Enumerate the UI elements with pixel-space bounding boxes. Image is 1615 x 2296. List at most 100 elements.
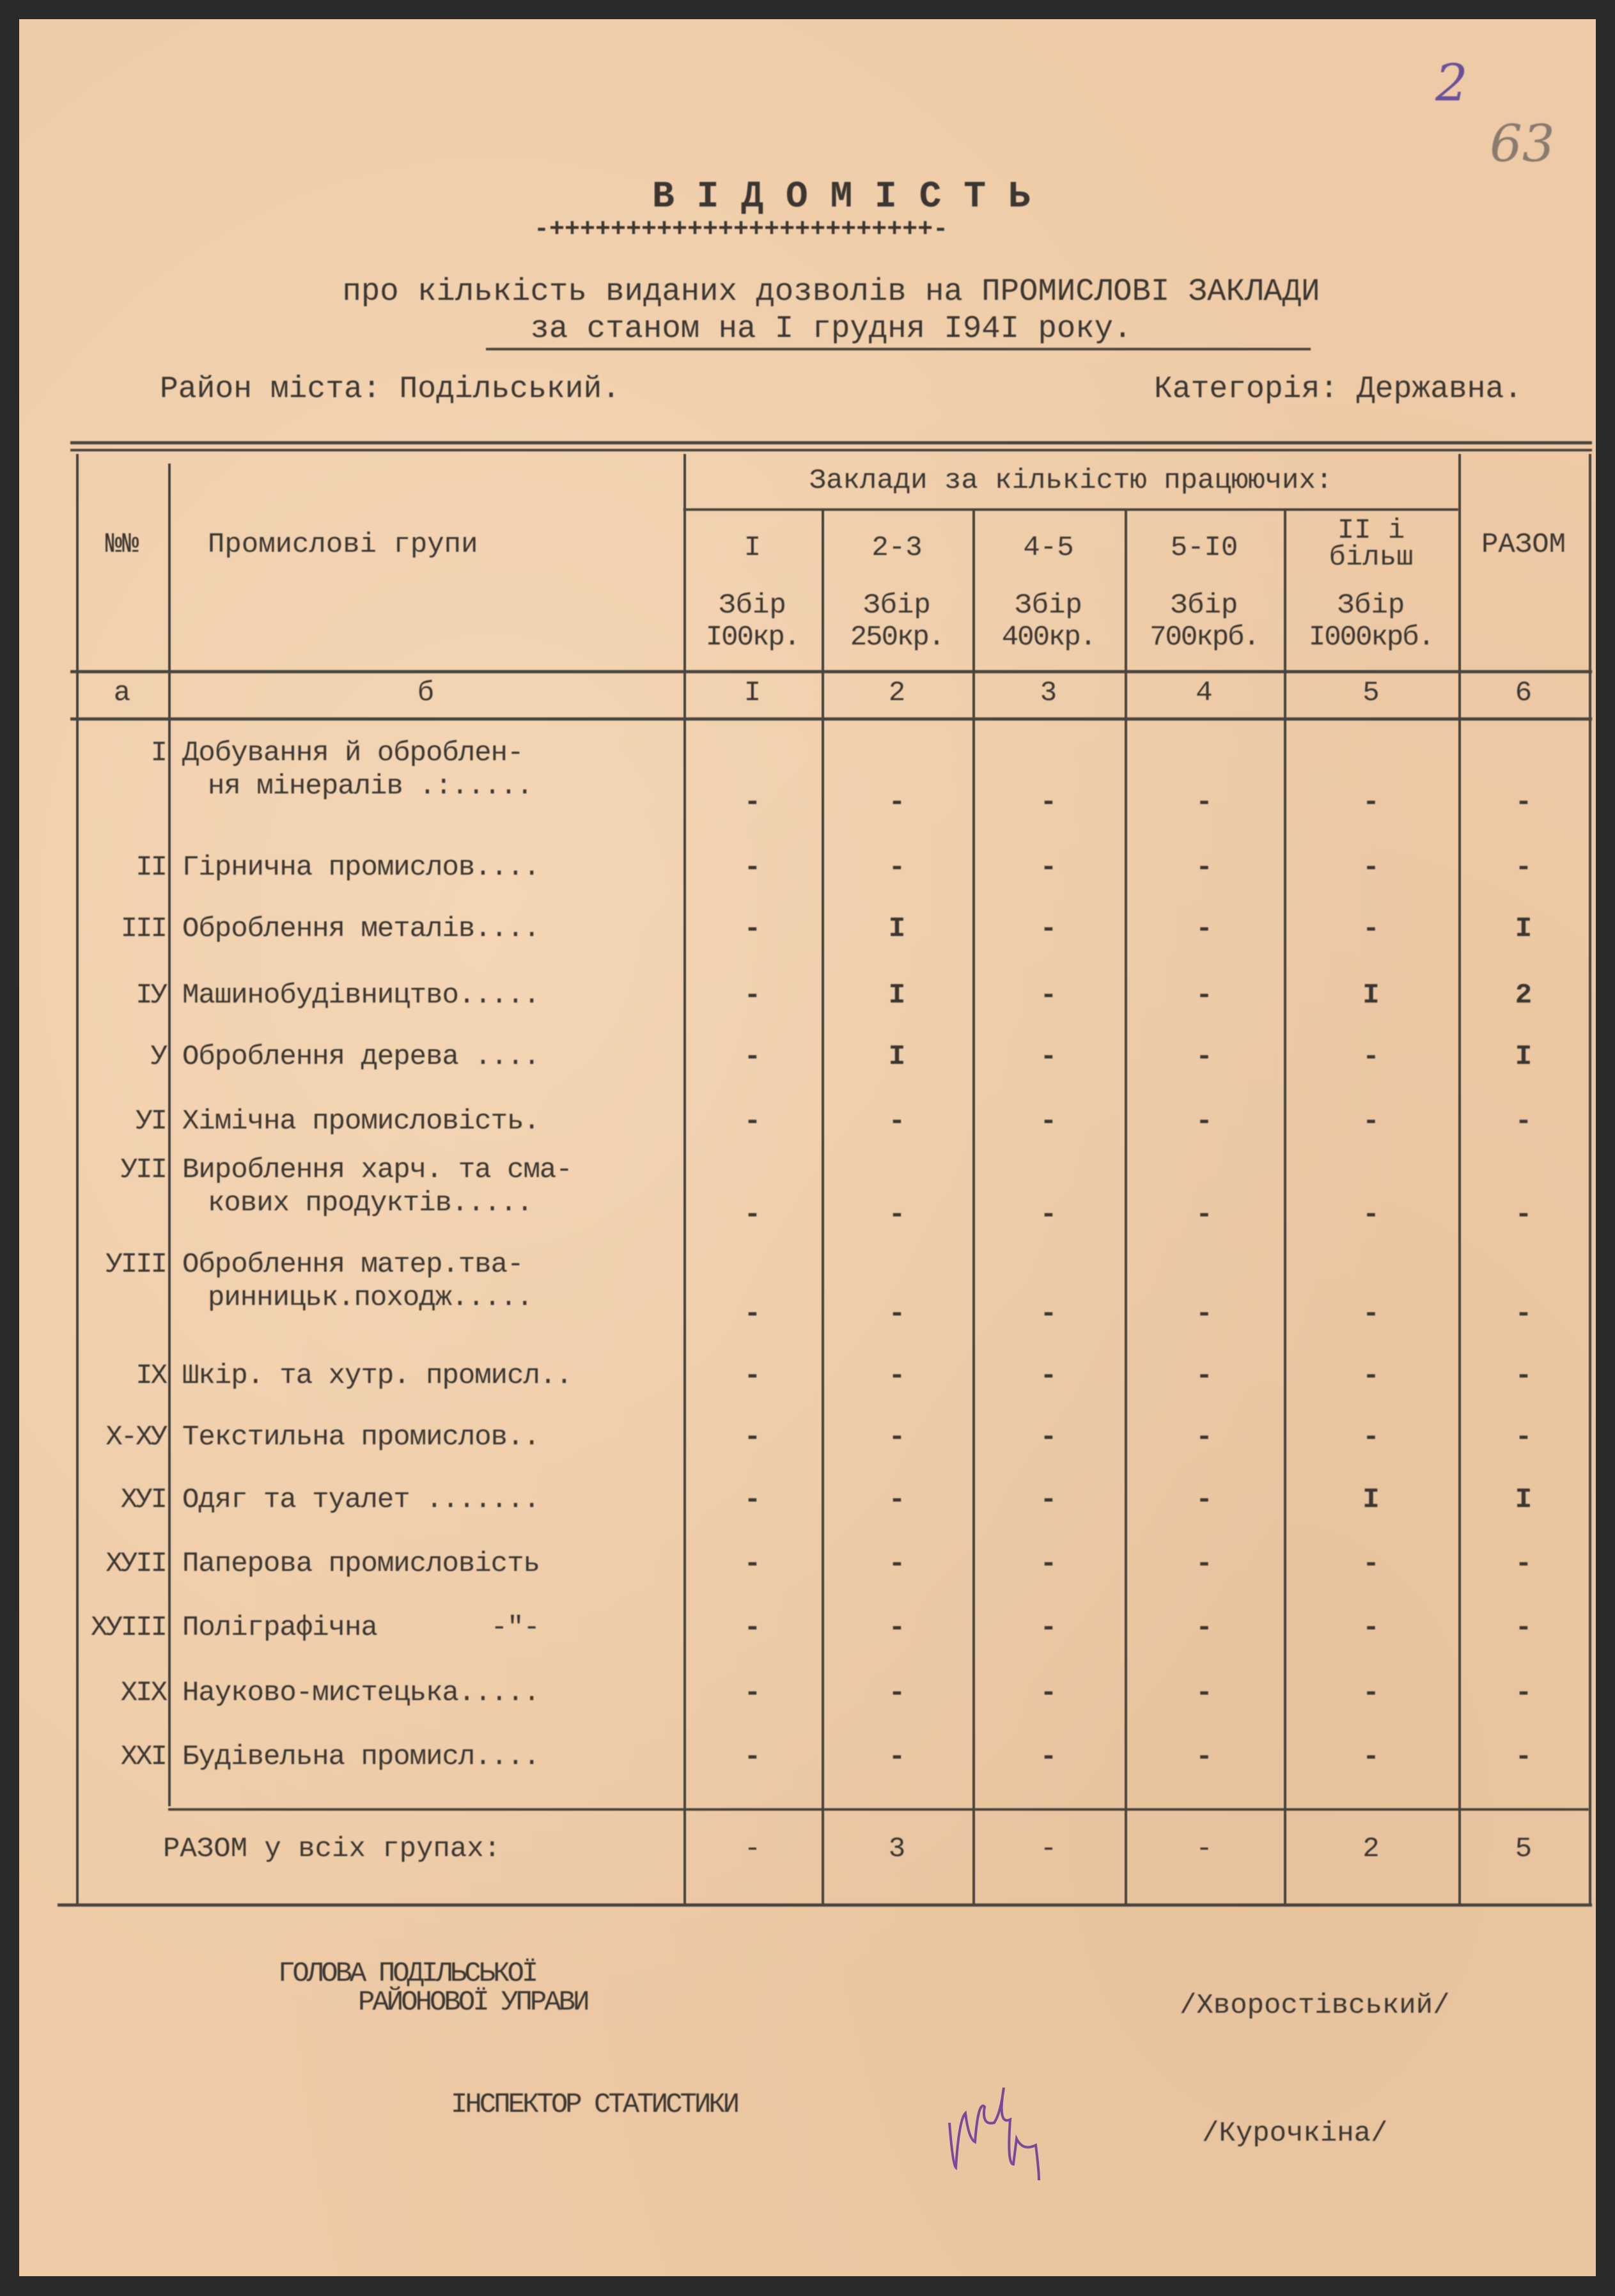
column-divider xyxy=(822,510,824,1905)
row-value: - xyxy=(1362,852,1380,884)
head-title-line1: ГОЛОВА ПОДІЛЬСЬКОЇ xyxy=(278,1958,538,1990)
row-value: - xyxy=(1515,1548,1533,1580)
column-divider xyxy=(1125,510,1127,1905)
row-value: - xyxy=(1040,1041,1057,1073)
header-col-fee: 400кр. xyxy=(1001,621,1096,653)
row-group-name: кових продуктів..... xyxy=(208,1187,533,1219)
row-value: - xyxy=(744,852,761,884)
header-col-range: ІІ і більш xyxy=(1329,515,1414,574)
row-value: - xyxy=(1515,1105,1533,1137)
row-value: - xyxy=(1196,1741,1213,1773)
header-col-fee: 250кр. xyxy=(850,621,945,653)
index-cell: 5 xyxy=(1362,677,1380,709)
row-value: - xyxy=(1196,852,1213,884)
row-value: - xyxy=(1040,1677,1057,1709)
row-value: І xyxy=(888,913,906,945)
row-value: - xyxy=(1515,852,1533,884)
inspector-name: /Курочкіна/ xyxy=(1202,2118,1388,2150)
row-value: - xyxy=(888,786,906,818)
row-group-name: Поліграфічна -"- xyxy=(182,1612,540,1644)
row-number: Х-ХУ xyxy=(105,1421,168,1453)
head-title-line2: РАЙОНОВОЇ УПРАВИ xyxy=(358,1987,589,2019)
row-number: ХУІ xyxy=(120,1484,168,1516)
header-num: №№ xyxy=(105,529,139,561)
row-number: ХІХ xyxy=(120,1677,168,1709)
row-group-name: Паперова промисловість xyxy=(182,1548,540,1580)
row-value: - xyxy=(888,1677,906,1709)
row-value: - xyxy=(1362,913,1380,945)
row-value: - xyxy=(1196,1548,1213,1580)
row-value: - xyxy=(744,1548,761,1580)
row-value: - xyxy=(1362,786,1380,818)
header-col-fee: Збір xyxy=(719,590,786,621)
row-group-name: ня мінералів .:..... xyxy=(208,770,533,802)
row-number: ІІІ xyxy=(120,913,168,945)
row-value: - xyxy=(1196,1421,1213,1453)
row-value: - xyxy=(888,1548,906,1580)
total-row-value: - xyxy=(744,1833,761,1865)
row-value: - xyxy=(1196,1041,1213,1073)
index-cell: І xyxy=(744,677,761,709)
column-divider xyxy=(972,510,975,1905)
row-group-name: Будівельна промисл.... xyxy=(182,1741,540,1773)
row-value: - xyxy=(1040,1360,1057,1392)
total-row-value: - xyxy=(1040,1833,1057,1865)
header-col-fee: Збір xyxy=(863,590,931,621)
row-value: - xyxy=(744,1105,761,1137)
index-cell: 4 xyxy=(1196,677,1213,709)
row-value: І xyxy=(1515,1484,1533,1516)
row-value: - xyxy=(1515,1298,1533,1330)
header-col-range: 2-3 xyxy=(871,532,923,564)
row-group-name: Добування й оброблен- xyxy=(182,737,524,769)
district-label: Район міста: Подільський. xyxy=(160,372,621,407)
row-number: У xyxy=(150,1041,168,1073)
row-group-name: Машинобудівництво..... xyxy=(182,980,540,1011)
column-divider xyxy=(683,454,686,1905)
row-value: - xyxy=(1362,1741,1380,1773)
header-col-fee: Збір xyxy=(1337,590,1405,621)
row-group-name: Оброблення металів.... xyxy=(182,913,540,945)
row-group-name: Одяг та туалет ....... xyxy=(182,1484,540,1516)
row-value: - xyxy=(744,1041,761,1073)
row-value: - xyxy=(888,1484,906,1516)
inspector-handwritten-signature xyxy=(948,2088,1040,2181)
row-value: - xyxy=(1040,1199,1057,1231)
row-value: - xyxy=(888,1199,906,1231)
header-total: РАЗОМ xyxy=(1481,529,1566,561)
row-value: - xyxy=(888,1105,906,1137)
row-group-name: Оброблення матер.тва- xyxy=(182,1249,524,1281)
row-value: - xyxy=(1196,786,1213,818)
row-number: ІХ xyxy=(136,1360,168,1392)
row-value: - xyxy=(744,1421,761,1453)
row-value: - xyxy=(744,1298,761,1330)
header-establishments: Заклади за кількістю працюючих: xyxy=(809,465,1333,497)
row-group-name: Вироблення харч. та сма- xyxy=(182,1154,573,1186)
row-number: УІІІ xyxy=(105,1249,168,1281)
row-value: І xyxy=(1515,1041,1533,1073)
row-value: - xyxy=(888,1741,906,1773)
row-value: - xyxy=(1196,1612,1213,1644)
row-value: - xyxy=(744,1199,761,1231)
row-value: - xyxy=(1040,1105,1057,1137)
header-col-range: 4-5 xyxy=(1023,532,1074,564)
category-label: Категорія: Державна. xyxy=(1154,372,1523,407)
row-value: - xyxy=(1515,1612,1533,1644)
row-value: - xyxy=(1040,980,1057,1011)
table-bottom-line xyxy=(58,1903,1592,1907)
row-value: - xyxy=(1040,1484,1057,1516)
row-value: - xyxy=(888,1421,906,1453)
folio-number: 63 xyxy=(1490,114,1555,173)
row-group-name: Оброблення дерева .... xyxy=(182,1041,540,1073)
total-row-value: 2 xyxy=(1362,1833,1380,1865)
row-value: - xyxy=(744,1360,761,1392)
total-row-top-line xyxy=(168,1808,1589,1811)
row-value: - xyxy=(744,1612,761,1644)
column-divider xyxy=(1458,454,1461,1905)
column-divider xyxy=(1589,454,1591,1905)
row-value: - xyxy=(1362,1421,1380,1453)
row-value: - xyxy=(744,786,761,818)
index-cell: б xyxy=(417,677,435,709)
row-value: - xyxy=(1040,786,1057,818)
index-row-bottom-line xyxy=(70,717,1592,721)
